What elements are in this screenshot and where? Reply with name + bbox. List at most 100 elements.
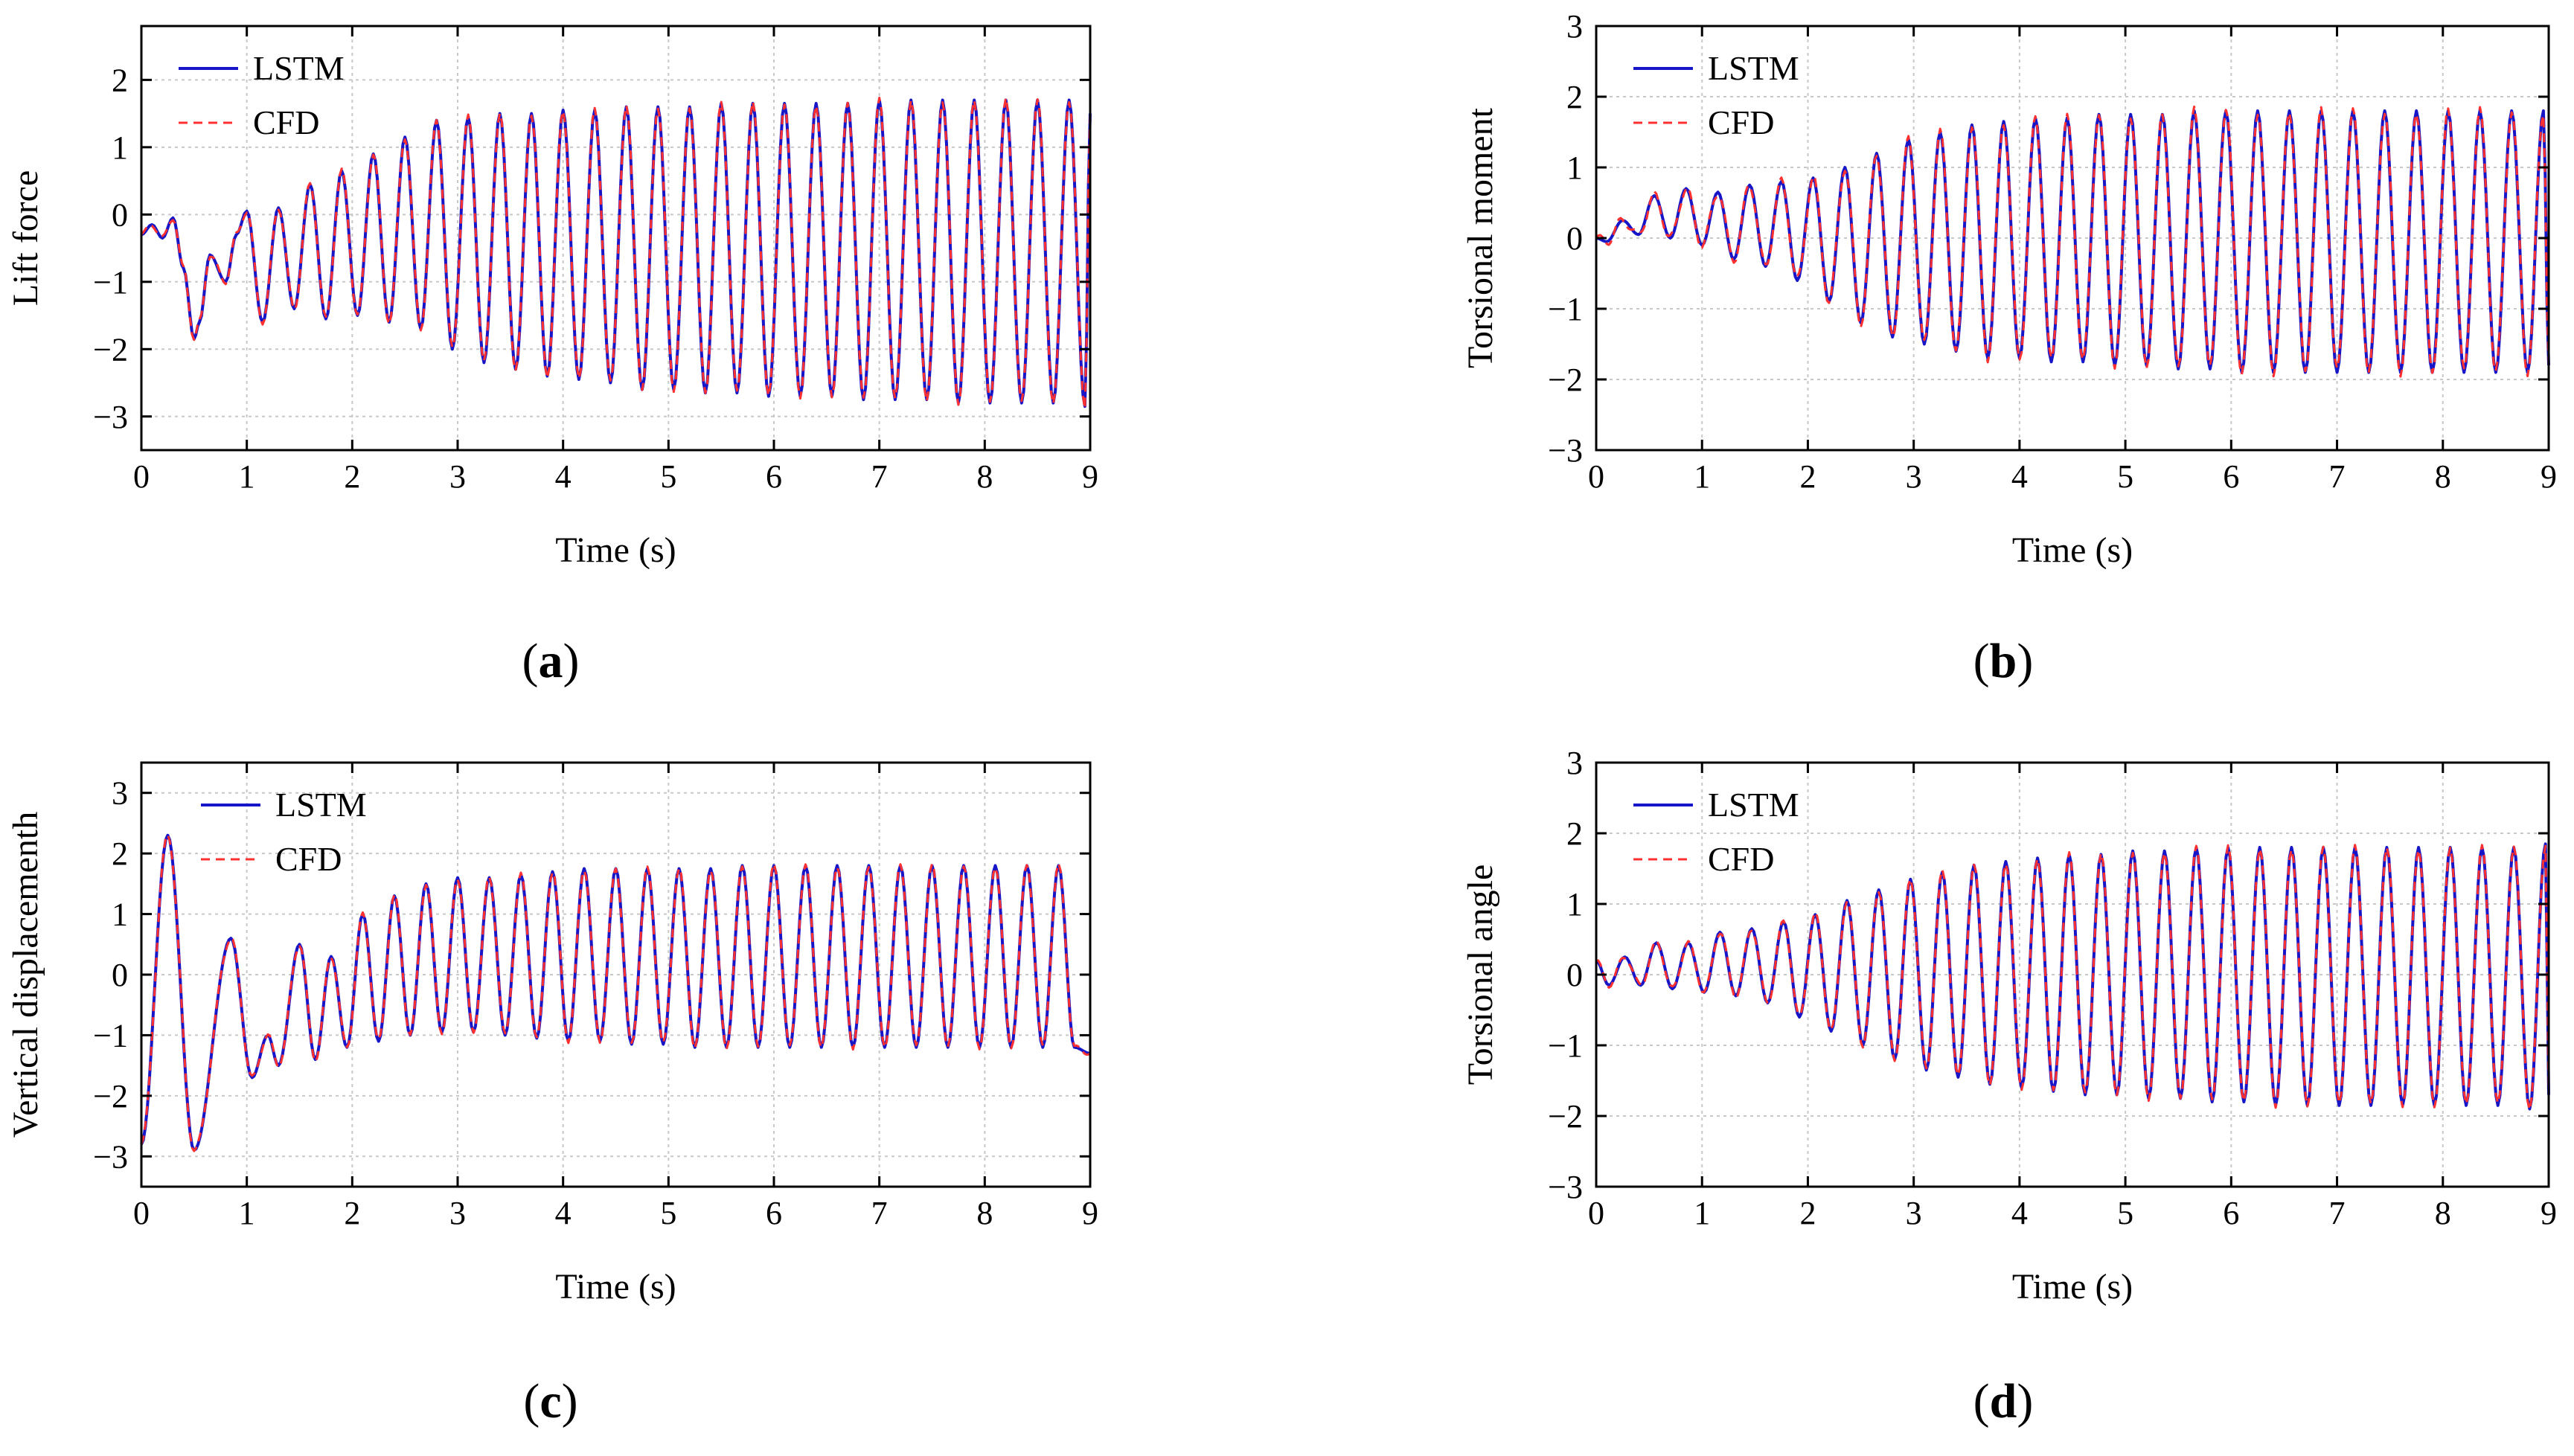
legend-label-lstm-d: LSTM	[1708, 786, 1799, 824]
x-tick-label-c-9: 9	[1082, 1195, 1098, 1231]
y-tick-label-c-5: 2	[112, 836, 128, 872]
legend-label-lstm-c: LSTM	[275, 786, 367, 824]
legend-label-cfd-d: CFD	[1708, 840, 1774, 878]
y-tick-label-d-6: 3	[1566, 745, 1583, 781]
y-tick-label-d-4: 1	[1566, 886, 1583, 923]
y-tick-label-c-3: 0	[112, 957, 128, 993]
panel-caption-b: (b)	[1973, 634, 2034, 688]
x-axis-title-b: Time (s)	[2012, 530, 2133, 570]
x-tick-label-b-3: 3	[1906, 458, 1922, 495]
legend-a: LSTM CFD	[179, 49, 345, 141]
y-tick-label-b-3: 0	[1566, 220, 1583, 257]
y-axis-title-a: Lift force	[6, 170, 45, 307]
x-tick-label-b-1: 1	[1694, 458, 1710, 495]
series-line-lstm-b	[1595, 109, 2550, 374]
x-tick-label-d-7: 7	[2329, 1195, 2346, 1231]
x-tick-label-d-1: 1	[1694, 1195, 1710, 1231]
x-tick-label-d-8: 8	[2435, 1195, 2451, 1231]
legend-label-lstm-a: LSTM	[253, 49, 345, 87]
x-tick-label-a-2: 2	[344, 458, 360, 495]
x-tick-label-b-2: 2	[1799, 458, 1816, 495]
x-tick-label-b-8: 8	[2435, 458, 2451, 495]
x-tick-label-c-7: 7	[871, 1195, 888, 1231]
y-tick-label-a-2: −1	[93, 264, 128, 301]
x-tick-label-c-5: 5	[660, 1195, 676, 1231]
y-tick-label-a-1: −2	[93, 331, 128, 368]
x-tick-label-d-4: 4	[2011, 1195, 2028, 1231]
x-tick-label-b-0: 0	[1588, 458, 1604, 495]
x-tick-label-c-4: 4	[555, 1195, 572, 1231]
x-tick-label-c-0: 0	[133, 1195, 150, 1231]
legend-b: LSTM CFD	[1633, 49, 1799, 141]
x-tick-label-a-5: 5	[660, 458, 676, 495]
x-tick-label-a-8: 8	[976, 458, 993, 495]
x-tick-label-c-3: 3	[449, 1195, 466, 1231]
x-axis-title-a: Time (s)	[555, 530, 676, 570]
y-tick-label-c-6: 3	[112, 775, 128, 812]
x-tick-label-d-9: 9	[2541, 1195, 2557, 1231]
x-tick-label-b-5: 5	[2117, 458, 2133, 495]
legend-d: LSTM CFD	[1633, 786, 1799, 878]
y-tick-label-b-1: −2	[1548, 362, 1583, 398]
plot-frame-a	[140, 25, 1092, 452]
x-tick-label-d-2: 2	[1799, 1195, 1816, 1231]
panel-caption-d: (d)	[1973, 1374, 2034, 1428]
y-tick-label-b-4: 1	[1566, 150, 1583, 186]
x-tick-label-a-0: 0	[133, 458, 150, 495]
x-tick-label-b-7: 7	[2329, 458, 2346, 495]
legend-label-cfd-c: CFD	[275, 840, 342, 878]
panel-caption-a: (a)	[522, 634, 580, 688]
x-tick-label-a-9: 9	[1082, 458, 1098, 495]
y-axis-title-c: Vertical displacementh	[6, 812, 45, 1138]
y-tick-label-c-2: −1	[93, 1017, 128, 1053]
chart-panel-c: 0 1 2 3 4 5 6 7 8 9 −3 −2 −1 0 1 2 3 Time (s) Vertical dis…	[6, 761, 1098, 1428]
x-tick-label-c-8: 8	[976, 1195, 993, 1231]
y-axis-title-b: Torsional moment	[1461, 107, 1500, 368]
y-tick-label-d-3: 0	[1566, 957, 1583, 993]
legend-label-cfd-b: CFD	[1708, 103, 1774, 141]
legend-label-cfd-a: CFD	[253, 103, 319, 141]
x-tick-label-a-6: 6	[766, 458, 782, 495]
x-tick-label-d-0: 0	[1588, 1195, 1604, 1231]
x-tick-label-a-7: 7	[871, 458, 888, 495]
x-tick-label-b-9: 9	[2541, 458, 2557, 495]
y-tick-label-d-5: 2	[1566, 815, 1583, 852]
y-tick-label-a-5: 2	[112, 62, 128, 98]
x-tick-label-a-3: 3	[449, 458, 466, 495]
legend-label-lstm-b: LSTM	[1708, 49, 1799, 87]
series-line-cfd-c	[140, 833, 1091, 1152]
panel-caption-c: (c)	[523, 1374, 577, 1428]
x-tick-label-c-6: 6	[766, 1195, 782, 1231]
series-line-lstm-a	[141, 98, 1092, 408]
x-tick-label-d-3: 3	[1906, 1195, 1922, 1231]
x-tick-label-a-1: 1	[239, 458, 255, 495]
y-axis-title-d: Torsional angle	[1461, 865, 1500, 1085]
x-tick-label-d-5: 5	[2117, 1195, 2133, 1231]
y-tick-label-d-0: −3	[1548, 1169, 1583, 1205]
series-line-lstm-c	[140, 833, 1091, 1152]
x-tick-label-c-2: 2	[344, 1195, 360, 1231]
y-tick-label-a-4: 1	[112, 129, 128, 166]
y-tick-label-d-2: −1	[1548, 1027, 1583, 1064]
y-tick-label-c-4: 1	[112, 897, 128, 933]
series-line-cfd-a	[140, 96, 1092, 410]
x-tick-label-d-6: 6	[2223, 1195, 2239, 1231]
y-tick-label-c-1: −2	[93, 1078, 128, 1115]
y-tick-label-b-0: −3	[1548, 432, 1583, 469]
x-tick-label-b-4: 4	[2011, 458, 2028, 495]
y-tick-label-a-0: −3	[93, 399, 128, 435]
y-tick-label-b-6: 3	[1566, 8, 1583, 45]
x-axis-title-d: Time (s)	[2012, 1267, 2133, 1306]
x-axis-title-c: Time (s)	[555, 1267, 676, 1306]
x-tick-label-a-4: 4	[555, 458, 572, 495]
y-tick-label-b-2: −1	[1548, 291, 1583, 327]
y-tick-label-c-0: −3	[93, 1138, 128, 1175]
y-tick-label-a-3: 0	[112, 196, 128, 233]
x-tick-label-c-1: 1	[239, 1195, 255, 1231]
legend-c: LSTM CFD	[201, 786, 367, 878]
chart-panel-b: 0 1 2 3 4 5 6 7 8 9 −3 −2 −1 0 1 2 3 Time (s) Torsional mo…	[1461, 8, 2557, 688]
y-tick-label-d-1: −2	[1548, 1098, 1583, 1135]
chart-panel-d: 0 1 2 3 4 5 6 7 8 9 −3 −2 −1 0 1 2 3 Time (s) Torsional an…	[1461, 745, 2557, 1428]
chart-panel-a: 0 1 2 3 4 5 6 7 8 9 −3 −2 −1 0 1 2 Time (s) Lift force LST…	[6, 25, 1098, 688]
